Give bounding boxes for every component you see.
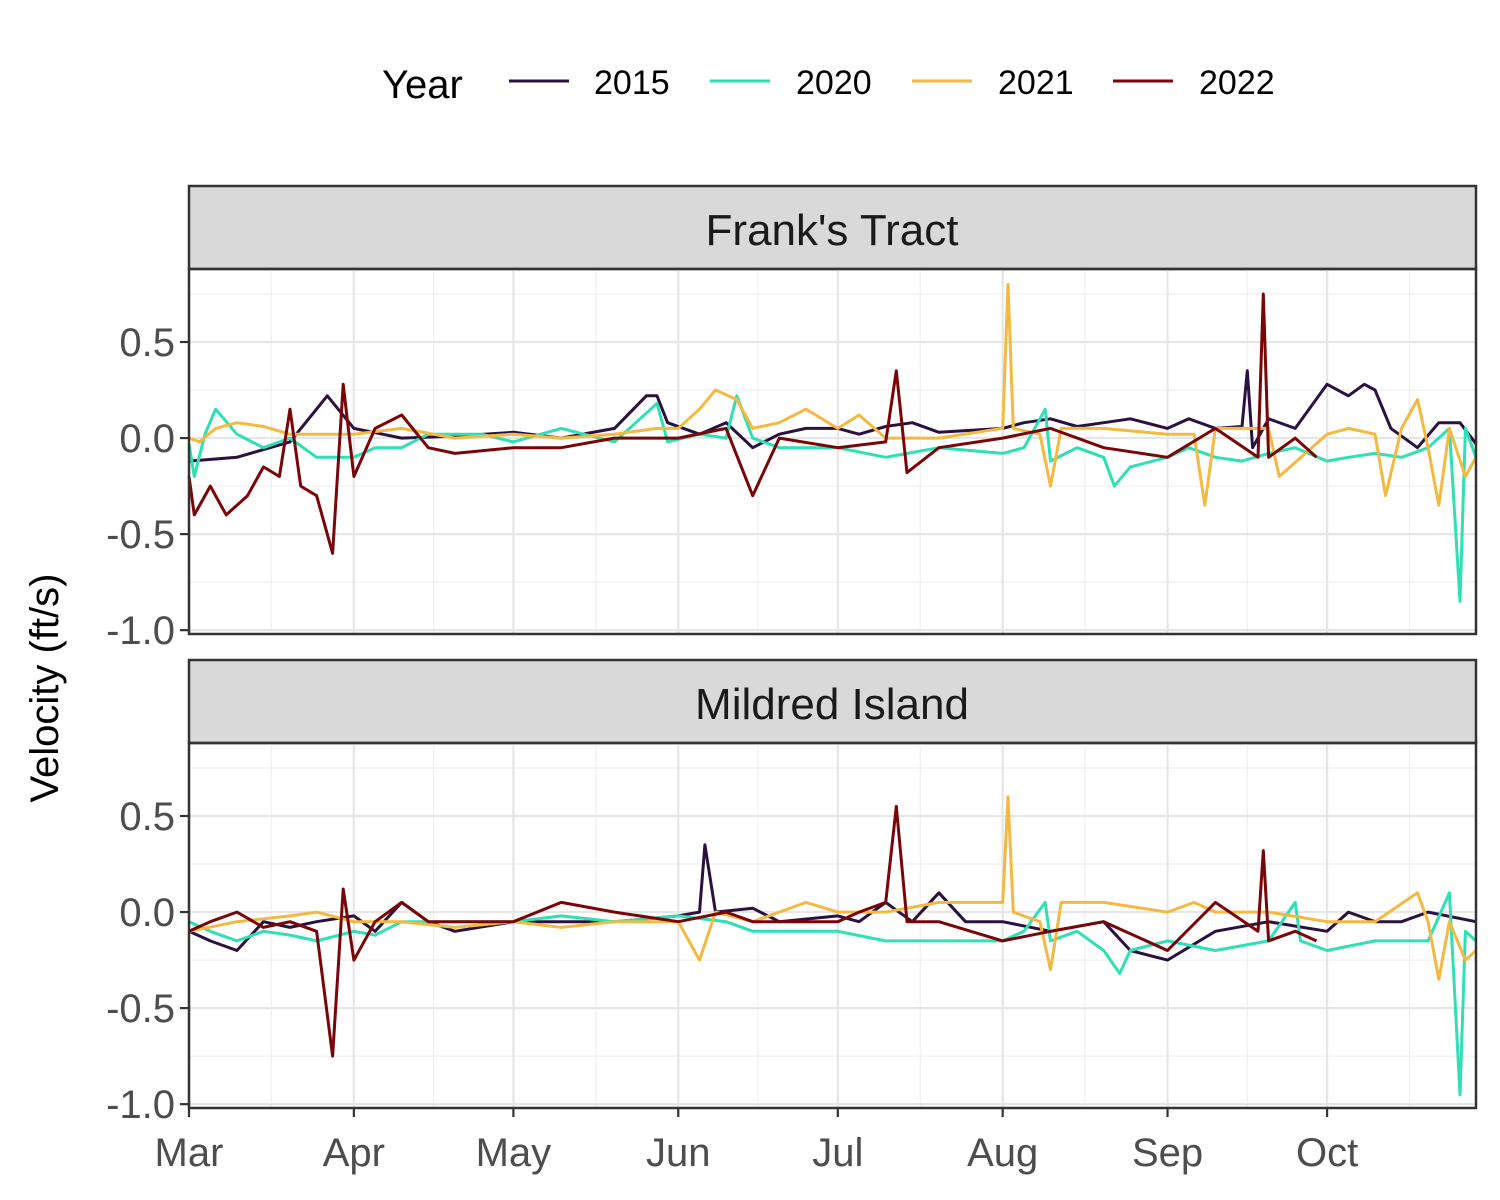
panel-border: [187, 267, 1478, 636]
x-tick-label: May: [476, 1131, 552, 1175]
y-axis-title: Velocity (ft/s): [23, 574, 67, 803]
x-tick-label: Sep: [1132, 1131, 1203, 1175]
legend-label-2022: 2022: [1199, 64, 1275, 102]
series-line-2022: [187, 292, 1318, 555]
y-axis: 0.5 0.0 -0.5 -1.0: [106, 795, 189, 1127]
panel-title: Frank's Tract: [706, 206, 959, 255]
y-tick-label: -0.5: [106, 513, 175, 557]
series-line-2020: [187, 394, 1478, 603]
legend-label-2021: 2021: [998, 64, 1074, 102]
x-tick-label: Jun: [646, 1131, 711, 1175]
y-tick-label: -1.0: [106, 1083, 175, 1127]
series-lines: [187, 282, 1478, 603]
series-line-2020: [188, 891, 1478, 1097]
y-tick-label: 0.0: [119, 417, 175, 461]
x-tick-label: Aug: [967, 1131, 1038, 1175]
panel-mildred-island: Mildred Island 0.5 0.0 -0.5 -1.0: [106, 658, 1478, 1127]
y-axis: 0.5 0.0 -0.5 -1.0: [106, 321, 189, 653]
y-tick-label: 0.5: [119, 795, 175, 839]
x-tick-label: Apr: [323, 1131, 385, 1175]
legend-label-2020: 2020: [796, 64, 872, 102]
y-tick-label: 0.5: [119, 321, 175, 365]
y-tick-label: 0.0: [119, 891, 175, 935]
x-tick-label: Jul: [812, 1131, 863, 1175]
series-line-2021: [188, 795, 1478, 981]
legend-label-2015: 2015: [594, 64, 670, 102]
panel-title: Mildred Island: [695, 680, 969, 729]
legend: Year 2015 2020 2021 2022: [382, 63, 1275, 107]
legend-title: Year: [382, 63, 463, 107]
series-lines: [188, 795, 1478, 1097]
panel-border: [187, 741, 1478, 1110]
series-line-2015: [188, 843, 1477, 962]
x-axis: Mar Apr May Jun Jul Aug Sep Oct: [155, 1108, 1358, 1175]
y-tick-label: -1.0: [106, 609, 175, 653]
series-line-2022: [188, 804, 1318, 1058]
x-tick-label: Oct: [1296, 1131, 1358, 1175]
y-tick-label: -0.5: [106, 987, 175, 1031]
x-tick-label: Mar: [155, 1131, 224, 1175]
panel-strip: [187, 184, 1478, 271]
panel-franks-tract: Frank's Tract 0.5 0.0 -0.5 -1.0: [106, 184, 1478, 653]
series-line-2021: [188, 282, 1478, 507]
